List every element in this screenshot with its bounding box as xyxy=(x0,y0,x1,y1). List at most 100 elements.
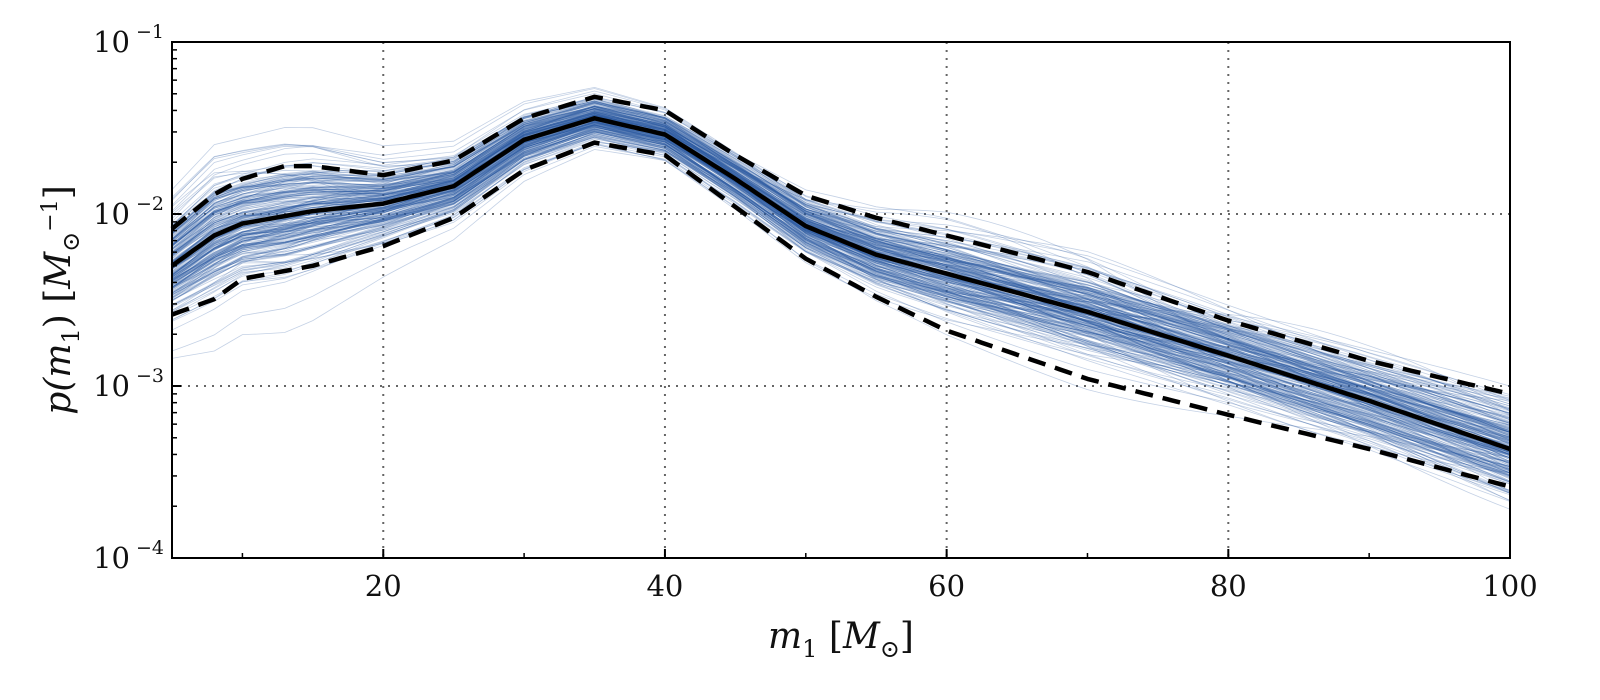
posterior-sample-line xyxy=(171,119,1511,460)
posterior-sample-line xyxy=(171,117,1511,479)
x-axis-label-bracket-open: [ xyxy=(817,616,843,657)
plot-frame xyxy=(171,41,1511,559)
posterior-sample-line xyxy=(171,115,1511,474)
y-axis-label-unit-subscript: ⊙ xyxy=(57,232,85,252)
posterior-sample-line xyxy=(171,126,1511,483)
posterior-sample-line xyxy=(171,113,1511,452)
posterior-sample-line xyxy=(171,102,1511,459)
posterior-sample-line xyxy=(171,107,1511,450)
posterior-sample-line xyxy=(171,123,1511,455)
posterior-sample-line xyxy=(171,114,1511,468)
posterior-sample-line xyxy=(171,109,1511,430)
posterior-sample-line xyxy=(171,130,1511,464)
posterior-sample-line xyxy=(171,125,1511,456)
y-tick-label: 10 −2 xyxy=(93,193,164,231)
posterior-sample-line xyxy=(171,115,1511,447)
posterior-sample-line xyxy=(171,115,1511,483)
x-axis-label-unit-subscript: ⊙ xyxy=(880,635,900,663)
posterior-sample-line xyxy=(171,105,1511,440)
posterior-sample-line xyxy=(171,107,1511,455)
posterior-sample-line xyxy=(171,124,1511,466)
posterior-sample-line xyxy=(171,98,1511,445)
posterior-sample-line xyxy=(171,111,1511,445)
posterior-sample-line xyxy=(171,106,1511,433)
posterior-sample-line xyxy=(171,112,1511,431)
posterior-sample-line xyxy=(171,116,1511,469)
posterior-sample-line xyxy=(171,145,1511,426)
posterior-sample-line xyxy=(171,100,1511,494)
posterior-sample-line xyxy=(171,127,1511,464)
posterior-sample-line xyxy=(171,114,1511,457)
posterior-sample-line xyxy=(171,131,1511,442)
posterior-sample-line xyxy=(171,128,1511,419)
posterior-sample-line xyxy=(171,143,1511,494)
posterior-sample-line xyxy=(171,108,1511,454)
posterior-sample-line xyxy=(171,121,1511,493)
posterior-sample-line xyxy=(171,125,1511,501)
posterior-sample-line xyxy=(171,101,1511,412)
posterior-sample-line xyxy=(171,90,1511,412)
posterior-sample-line xyxy=(171,107,1511,407)
posterior-sample-line xyxy=(171,121,1511,440)
grid-lines xyxy=(172,42,1510,558)
posterior-sample-line xyxy=(171,134,1511,469)
posterior-sample-line xyxy=(171,110,1511,460)
posterior-sample-line xyxy=(171,122,1511,459)
posterior-sample-line xyxy=(171,124,1511,442)
posterior-sample-line xyxy=(171,124,1511,502)
posterior-sample-line xyxy=(171,105,1511,415)
posterior-sample-line xyxy=(171,109,1511,432)
posterior-sample-line xyxy=(171,135,1511,472)
posterior-sample-line xyxy=(171,114,1511,439)
posterior-sample-line xyxy=(171,106,1511,395)
posterior-sample-line xyxy=(171,108,1511,474)
posterior-sample-line xyxy=(171,124,1511,453)
posterior-sample-line xyxy=(171,108,1511,454)
posterior-sample-line xyxy=(171,115,1511,424)
posterior-sample-line xyxy=(171,135,1511,467)
posterior-sample-line xyxy=(171,115,1511,433)
posterior-sample-line xyxy=(171,140,1511,473)
posterior-sample-line xyxy=(171,113,1511,441)
posterior-sample-line xyxy=(171,126,1511,453)
posterior-sample-line xyxy=(171,128,1511,483)
posterior-sample-line xyxy=(171,86,1511,456)
axis-ticks: 20 40 60 80 100 10−4 10−3 10−2 10−1 xyxy=(93,21,1538,603)
posterior-sample-line xyxy=(171,105,1511,425)
posterior-sample-line xyxy=(171,102,1511,421)
series-line-upper-90-bound xyxy=(170,94,1511,397)
series-line-median xyxy=(170,116,1511,452)
posterior-sample-line xyxy=(171,118,1511,433)
posterior-sample-line xyxy=(171,129,1511,457)
posterior-sample-line xyxy=(171,106,1511,432)
y-tick-label: 10 −3 xyxy=(93,365,164,403)
posterior-sample-line xyxy=(171,105,1511,423)
posterior-sample-line xyxy=(171,149,1511,468)
posterior-sample-line xyxy=(171,105,1511,451)
posterior-sample-line xyxy=(171,123,1511,402)
y-tick-label: 10 −4 xyxy=(93,537,164,575)
posterior-sample-line xyxy=(171,112,1511,491)
posterior-sample-line xyxy=(171,100,1511,427)
posterior-sample-line xyxy=(171,129,1511,451)
posterior-sample-line xyxy=(171,111,1511,420)
posterior-sample-line xyxy=(171,114,1511,429)
posterior-sample-line xyxy=(171,108,1511,434)
posterior-sample-line xyxy=(171,102,1511,401)
posterior-sample-line xyxy=(171,126,1511,448)
y-axis-label-mid: ) [ xyxy=(38,289,79,329)
y-axis-label-subscript: 1 xyxy=(57,328,85,343)
x-axis-label-bracket-close: ] xyxy=(900,616,914,657)
posterior-sample-line xyxy=(171,124,1511,471)
posterior-sample-line xyxy=(171,106,1511,463)
y-axis-label-unit-superscript: −1 xyxy=(38,199,63,231)
posterior-sample-line xyxy=(171,118,1511,435)
posterior-sample-line xyxy=(171,118,1511,438)
posterior-sample-line xyxy=(171,125,1511,433)
posterior-sample-line xyxy=(171,118,1511,474)
posterior-sample-line xyxy=(171,136,1511,483)
x-tick-label: 40 xyxy=(646,569,683,603)
posterior-sample-line xyxy=(171,93,1511,468)
y-tick-label: 10 −1 xyxy=(93,21,164,59)
